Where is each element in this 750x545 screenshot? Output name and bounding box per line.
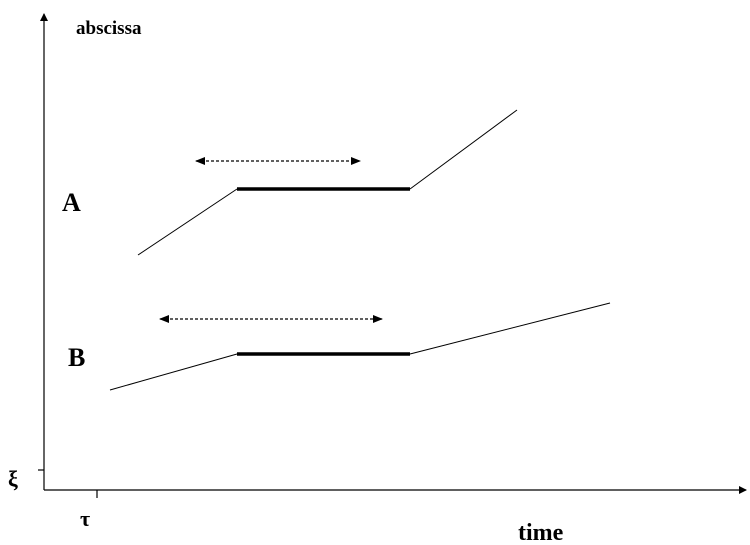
x-origin-label: τ: [80, 506, 90, 531]
ramp: [109, 353, 238, 391]
y-axis-label: abscissa: [76, 18, 142, 39]
curve-b: [109, 302, 611, 391]
ramp: [409, 302, 611, 355]
ramp: [137, 188, 238, 256]
curve-label: B: [68, 343, 85, 372]
axes: [38, 13, 747, 498]
curve-label: A: [62, 188, 81, 217]
y-origin-label: ξ: [8, 466, 18, 491]
x-axis-label: time: [518, 520, 564, 545]
curve-a: [137, 109, 518, 256]
ramp: [409, 109, 518, 190]
